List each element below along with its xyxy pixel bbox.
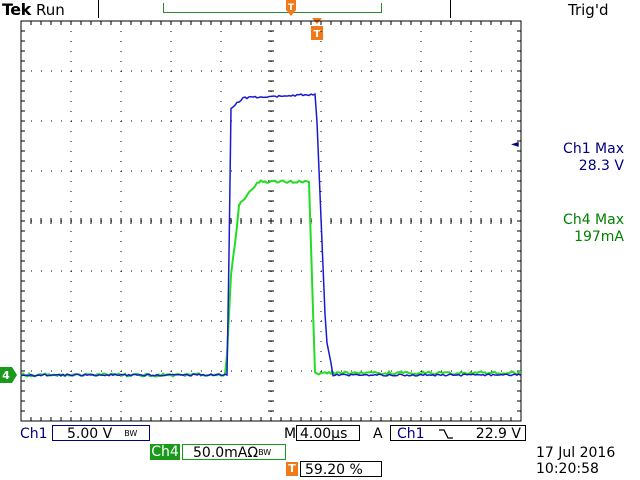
ch4-waveform	[21, 181, 521, 377]
record-length-indicator	[163, 3, 382, 13]
acquisition-state: Run	[36, 1, 65, 19]
ch4-bw-icon: BW	[258, 448, 271, 457]
trigger-source: Ch1	[397, 426, 425, 442]
ch1-max-label: Ch1 Max	[536, 141, 624, 158]
timebase-box[interactable]: 4.00µs	[296, 425, 360, 441]
trigger-position-marker: T	[283, 0, 299, 18]
trigger-position-value: 59.20 %	[305, 462, 363, 478]
brand-logo: Tek	[2, 0, 31, 19]
waveform-display[interactable]	[20, 20, 522, 422]
ch4-max-measurement: Ch4 Max 197mA	[536, 212, 624, 246]
ch1-scale: 5.00 V	[67, 426, 112, 442]
divider	[450, 0, 451, 18]
ch1-waveform	[21, 94, 521, 376]
trigger-level-arrow: ◄	[511, 139, 519, 150]
ch1-scale-box[interactable]: 5.00 V BW	[52, 425, 150, 441]
trigger-settings-box[interactable]: Ch1 22.9 V	[390, 425, 526, 441]
ch4-label[interactable]: Ch4	[150, 444, 180, 460]
trigger-mode: A	[373, 426, 383, 442]
ch1-label[interactable]: Ch1	[20, 426, 48, 442]
divider	[98, 0, 99, 18]
time: 10:20:58	[536, 461, 599, 477]
ch1-max-measurement: Ch1 Max 28.3 V	[536, 141, 624, 175]
ch4-max-value: 197mA	[536, 229, 624, 246]
falling-edge-icon	[439, 429, 453, 439]
ch4-ground-marker[interactable]: 4	[0, 367, 18, 383]
svg-text:T: T	[288, 3, 295, 13]
svg-text:4: 4	[2, 369, 10, 382]
trigger-state: Trig'd	[568, 1, 608, 19]
ch4-scale: 50.0mAΩ	[193, 445, 258, 461]
ch4-max-label: Ch4 Max	[536, 212, 624, 229]
ch1-max-value: 28.3 V	[536, 158, 624, 175]
timebase-prefix: M	[284, 426, 296, 442]
trigger-position-box[interactable]: 59.20 %	[300, 461, 382, 477]
trigger-level: 22.9 V	[476, 426, 521, 442]
trigger-position-tag: T	[286, 462, 298, 476]
ch1-bw-icon: BW	[124, 429, 137, 438]
date: 17 Jul 2016	[536, 445, 615, 461]
ch4-scale-box[interactable]: 50.0mAΩBW	[182, 444, 286, 460]
top-status-bar: Tek Run T Trig'd	[0, 0, 640, 18]
timebase-value: 4.00µs	[300, 426, 347, 442]
graticule	[21, 21, 521, 421]
